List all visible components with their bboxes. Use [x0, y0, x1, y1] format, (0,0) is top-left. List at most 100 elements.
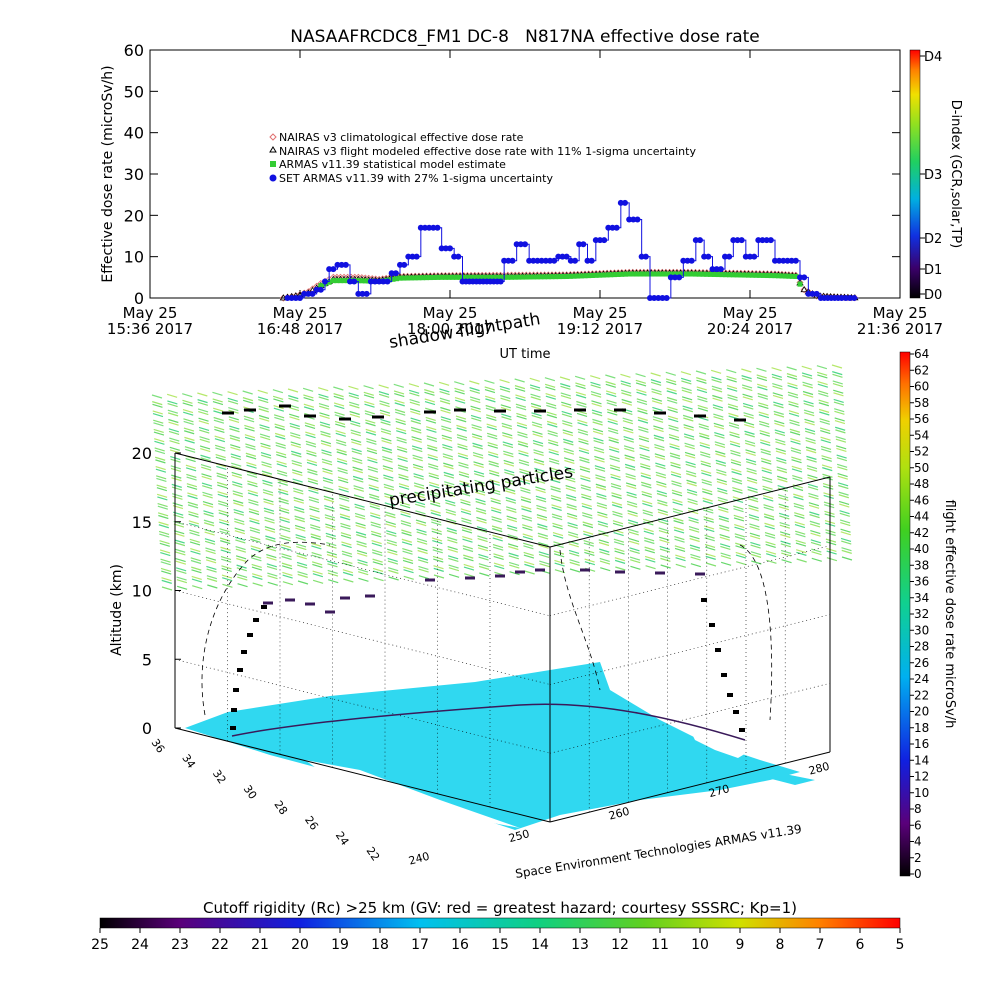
dose-cloud-mark	[252, 575, 263, 580]
dose-cloud-mark	[206, 575, 218, 580]
dose-cloud-mark	[201, 475, 212, 480]
dose-cloud-mark	[248, 510, 260, 516]
dose-cloud-mark	[550, 494, 562, 500]
ocean-region	[185, 662, 800, 830]
dose-cloud-mark	[702, 500, 714, 505]
dose-cloud-mark	[670, 471, 682, 476]
dose-cloud-mark	[833, 389, 844, 394]
dose-cloud-mark	[197, 392, 208, 397]
dose-cloud-mark	[231, 471, 242, 477]
dose-cloud-mark	[500, 404, 511, 409]
dose-cloud-mark	[382, 455, 393, 461]
dose-cloud-mark	[191, 569, 202, 574]
dose-cloud-mark	[552, 525, 563, 530]
dose-cloud-mark	[667, 415, 679, 420]
series-2-point	[757, 272, 763, 278]
dose-cloud-mark	[746, 461, 757, 466]
series-2-point	[711, 271, 717, 277]
dose-cloud-mark	[699, 451, 711, 456]
dose-cloud-mark	[687, 498, 698, 503]
dose-cloud-mark	[835, 429, 846, 434]
dose-cloud-mark	[248, 508, 259, 513]
dose-cloud-mark	[643, 530, 655, 535]
dose-cloud-mark	[368, 484, 379, 489]
dose-cloud-mark	[655, 465, 666, 470]
dose-cloud-mark	[580, 486, 592, 492]
dose-cloud-mark	[730, 452, 741, 457]
dose-cloud-mark	[369, 512, 381, 517]
dose-cloud-mark	[715, 459, 726, 464]
dose-cloud-mark	[734, 524, 745, 529]
dose-cloud-mark	[806, 465, 818, 470]
dose-cloud-mark	[341, 550, 353, 555]
dose-cloud-mark	[776, 475, 788, 480]
series-2-point	[556, 274, 562, 280]
dose-cloud-mark	[594, 458, 605, 463]
dose-cloud-mark	[214, 428, 225, 433]
dose-cloud-mark	[787, 391, 799, 396]
dose-cloud-mark	[728, 422, 740, 427]
dose-cloud-mark	[561, 401, 572, 406]
dose-cloud-mark	[490, 500, 501, 505]
dose-cloud-mark	[582, 530, 594, 535]
dose-cloud-mark	[654, 453, 665, 458]
series-3-point	[634, 216, 641, 223]
dose-cloud-mark	[172, 495, 183, 500]
dose-cloud-mark	[321, 458, 333, 463]
dose-cloud-mark	[487, 442, 498, 447]
dose-cloud-mark	[821, 455, 832, 460]
dose-cloud-mark	[535, 498, 547, 503]
dose-cloud-mark	[614, 547, 625, 553]
dose-cloud-mark	[279, 509, 290, 514]
dose-cloud-mark	[507, 527, 518, 532]
dose-cloud-mark	[745, 451, 756, 456]
dose-cloud-mark	[672, 498, 683, 504]
dose-cloud-mark	[292, 478, 303, 483]
dose-cloud-mark	[417, 559, 429, 564]
dose-cloud-mark	[303, 406, 315, 411]
dose-cloud-mark	[258, 405, 269, 410]
dose-cloud-mark	[431, 528, 442, 533]
dose-cloud-mark	[803, 402, 814, 407]
series-2-point	[696, 271, 702, 277]
dose-cloud-mark	[261, 461, 272, 466]
dose-cloud-mark	[379, 409, 391, 414]
dose-cloud-mark	[327, 563, 338, 568]
dose-cloud-mark	[161, 570, 172, 575]
dose-cloud-mark	[259, 433, 271, 438]
dose-cloud-mark	[433, 574, 445, 579]
dose-cloud-mark	[333, 402, 345, 407]
dose-cloud-mark	[732, 489, 743, 494]
dose-cloud-mark	[730, 461, 742, 466]
dose-cloud-mark	[704, 543, 716, 549]
dose-cloud-mark	[363, 391, 374, 396]
dose-cloud-mark	[308, 496, 319, 501]
dose-cloud-mark	[698, 423, 709, 428]
dose-cloud-mark	[296, 552, 307, 557]
dose-cloud-mark	[244, 424, 255, 430]
latitude-tick-label: 26	[302, 814, 321, 833]
dose-cloud-mark	[614, 550, 625, 555]
dose-cloud-mark	[612, 520, 624, 525]
dose-cloud-mark	[378, 393, 390, 398]
dose-cloud-mark	[613, 541, 625, 546]
series-2-point	[486, 274, 492, 280]
dose-cloud-mark	[174, 530, 185, 535]
dose-cloud-mark	[276, 453, 287, 459]
dose-cloud-mark	[431, 537, 443, 542]
cruise-track-mark	[515, 570, 525, 574]
dose-cloud-mark	[401, 529, 412, 534]
dose-cloud-mark	[221, 574, 233, 579]
climb-track-mark	[237, 668, 243, 672]
dose-cloud-mark	[565, 494, 577, 499]
dose-cloud-mark	[338, 495, 350, 500]
dose-cloud-mark	[445, 502, 456, 507]
dose-cloud-mark	[154, 438, 165, 443]
dose-cloud-mark	[282, 574, 293, 579]
dose-cloud-mark	[261, 470, 273, 475]
series-2-point	[427, 275, 433, 281]
dose-cloud-mark	[642, 512, 654, 517]
dose-cloud-mark	[786, 375, 798, 380]
dose-cloud-mark	[819, 420, 830, 425]
dose-cloud-mark	[840, 537, 852, 543]
